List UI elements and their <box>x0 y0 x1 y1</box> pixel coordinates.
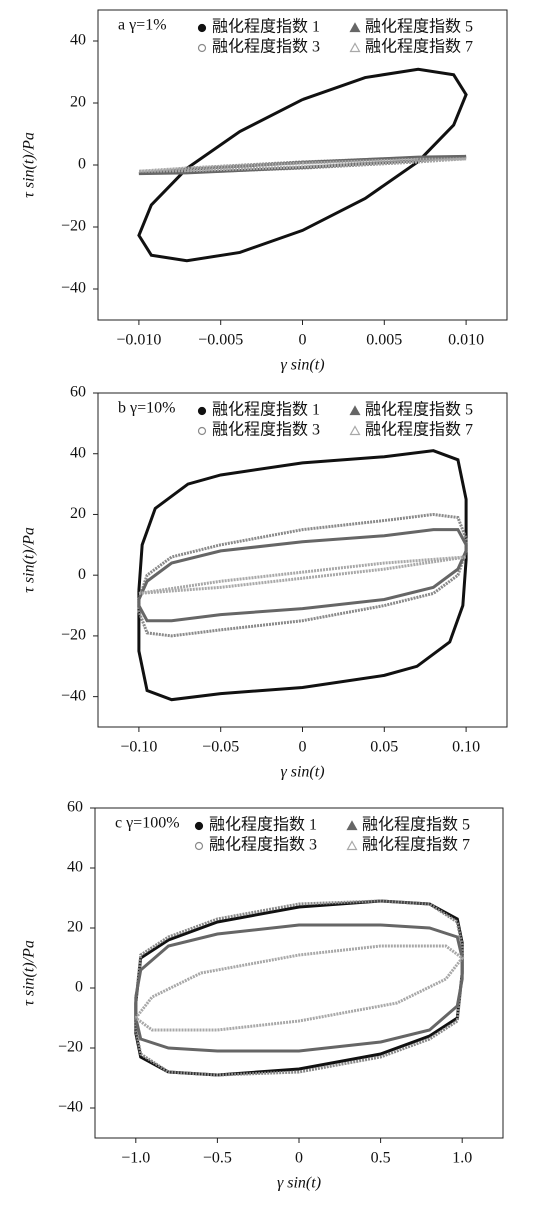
x-tick-label: 0 <box>299 332 307 349</box>
legend-marker <box>349 42 361 53</box>
loop-line <box>138 555 467 595</box>
y-tick-label: 0 <box>78 566 86 583</box>
loop-line <box>134 923 464 1053</box>
legend-entry: 融化程度指数 7 <box>349 421 473 439</box>
loop-line <box>134 899 464 1077</box>
y-tick-label: −20 <box>61 627 86 644</box>
y-tick-label: 40 <box>70 32 86 49</box>
x-tick-label: −0.10 <box>120 739 157 756</box>
y-tick-label: −40 <box>61 280 86 297</box>
legend-entry: 融化程度指数 1 <box>197 401 320 419</box>
plot-frame <box>94 807 504 1139</box>
y-tick-label: 40 <box>67 859 83 876</box>
legend-label: 融化程度指数 7 <box>365 421 473 439</box>
y-tick-label: 60 <box>67 799 83 816</box>
legend-entry: 融化程度指数 5 <box>349 18 473 36</box>
x-tick-label: 0.5 <box>371 1150 391 1167</box>
legend-label: 融化程度指数 5 <box>365 401 473 419</box>
x-tick-label: 0 <box>299 739 307 756</box>
x-tick-label: −1.0 <box>121 1150 150 1167</box>
x-tick-label: 0.05 <box>370 739 398 756</box>
panel-annotation: a γ=1% <box>118 17 167 34</box>
x-tick-label: 0 <box>295 1150 303 1167</box>
x-tick-label: 1.0 <box>452 1150 472 1167</box>
y-tick-label: 20 <box>70 94 86 111</box>
y-tick-label: −40 <box>58 1099 83 1116</box>
panel-annotation: b γ=10% <box>118 400 175 417</box>
x-tick-label: −0.010 <box>116 332 161 349</box>
legend-marker <box>197 23 207 33</box>
legend-marker <box>197 43 207 53</box>
y-tick-label: −40 <box>61 687 86 704</box>
y-axis-label: τ sin(t)/Pa <box>21 940 38 1006</box>
legend-label: 融化程度指数 1 <box>209 816 317 834</box>
loop-line <box>137 67 468 263</box>
legend-label: 融化程度指数 5 <box>365 18 473 36</box>
panel-annotation: c γ=100% <box>115 815 180 832</box>
legend-label: 融化程度指数 3 <box>212 38 320 56</box>
legend-marker <box>346 820 358 831</box>
x-axis-label: γ sin(t) <box>280 764 324 781</box>
loop-line <box>137 449 468 702</box>
legend-label: 融化程度指数 3 <box>212 421 320 439</box>
y-axis-label: τ sin(t)/Pa <box>21 132 38 198</box>
legend-marker <box>349 425 361 436</box>
legend-label: 融化程度指数 7 <box>365 38 473 56</box>
plot-frame <box>97 9 508 321</box>
y-tick-label: 20 <box>70 505 86 522</box>
legend-label: 融化程度指数 7 <box>362 836 470 854</box>
x-tick-label: 0.005 <box>366 332 402 349</box>
legend-label: 融化程度指数 1 <box>212 401 320 419</box>
y-tick-label: −20 <box>61 218 86 235</box>
loop-line <box>138 157 467 173</box>
legend-label: 融化程度指数 3 <box>209 836 317 854</box>
legend-label: 融化程度指数 5 <box>362 816 470 834</box>
y-tick-label: 0 <box>78 156 86 173</box>
x-axis-label: γ sin(t) <box>280 357 324 374</box>
legend-label: 融化程度指数 1 <box>212 18 320 36</box>
legend-entry: 融化程度指数 1 <box>194 816 317 834</box>
legend-entry: 融化程度指数 3 <box>194 836 317 854</box>
legend-marker <box>346 840 358 851</box>
loop-line <box>137 528 468 623</box>
legend-entry: 融化程度指数 3 <box>197 38 320 56</box>
x-tick-label: −0.05 <box>202 739 239 756</box>
legend-marker <box>194 841 204 851</box>
plot-frame <box>97 392 508 728</box>
legend-entry: 融化程度指数 5 <box>349 401 473 419</box>
legend-marker <box>194 821 204 831</box>
y-tick-label: 40 <box>70 444 86 461</box>
y-tick-label: 20 <box>67 919 83 936</box>
loop-line <box>134 944 465 1032</box>
legend-entry: 融化程度指数 3 <box>197 421 320 439</box>
legend-marker <box>349 22 361 33</box>
x-axis-label: γ sin(t) <box>277 1175 321 1192</box>
y-tick-label: 0 <box>75 979 83 996</box>
x-tick-label: 0.010 <box>448 332 484 349</box>
x-tick-label: 0.10 <box>452 739 480 756</box>
x-tick-label: −0.5 <box>203 1150 232 1167</box>
y-tick-label: 60 <box>70 384 86 401</box>
legend-marker <box>197 426 207 436</box>
legend-entry: 融化程度指数 7 <box>349 38 473 56</box>
x-tick-label: −0.005 <box>198 332 243 349</box>
y-axis-label: τ sin(t)/Pa <box>21 527 38 593</box>
legend-marker <box>349 405 361 416</box>
legend-entry: 融化程度指数 5 <box>346 816 470 834</box>
y-tick-label: −20 <box>58 1039 83 1056</box>
legend-entry: 融化程度指数 1 <box>197 18 320 36</box>
legend-entry: 融化程度指数 7 <box>346 836 470 854</box>
legend-marker <box>197 406 207 416</box>
